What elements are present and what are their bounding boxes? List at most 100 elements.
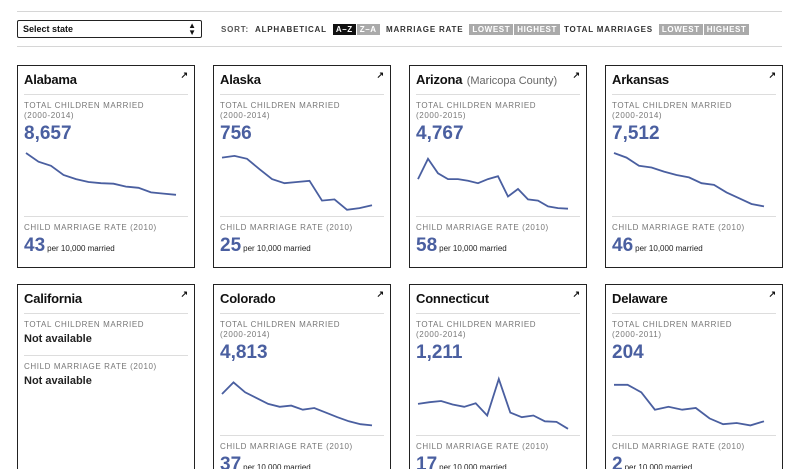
card-divider [416, 216, 580, 217]
sort-label: SORT: [221, 25, 249, 34]
trend-line [614, 383, 765, 427]
rate-unit: per 10,000 married [439, 244, 507, 253]
card-header: Arizona (Maricopa County) [416, 71, 580, 95]
card-divider [24, 216, 188, 217]
marriage-rate: 58 per 10,000 married [416, 235, 507, 257]
expand-arrow-icon[interactable]: ↗ [572, 289, 580, 299]
year-range: (2000-2014) [416, 330, 467, 339]
marriage-rate: 37 per 10,000 married [220, 454, 311, 469]
total-label: TOTAL CHILDREN MARRIED (2000-2014) [220, 320, 340, 340]
rate-unit: per 10,000 married [243, 244, 311, 253]
total-label: TOTAL CHILDREN MARRIED (2000-2014) [24, 101, 144, 121]
controls-divider [17, 46, 782, 47]
expand-arrow-icon[interactable]: ↗ [768, 289, 776, 299]
marriage-rate: 43 per 10,000 married [24, 235, 115, 257]
sort-az-button[interactable]: A–Z [332, 24, 356, 35]
expand-arrow-icon[interactable]: ↗ [376, 289, 384, 299]
rate-lowest-button[interactable]: LOWEST [469, 24, 514, 35]
total-not-available: Not available [24, 333, 92, 345]
rate-label: CHILD MARRIAGE RATE (2010) [612, 223, 745, 232]
trend-line [221, 381, 373, 427]
trend-sparkline [417, 157, 569, 210]
total-label: TOTAL CHILDREN MARRIED (2000-2014) [612, 101, 732, 121]
rate-unit: per 10,000 married [47, 244, 115, 253]
card-header: Alabama [24, 71, 188, 95]
year-range: (2000-2011) [612, 330, 662, 339]
total-label-text: TOTAL CHILDREN MARRIED [24, 101, 145, 110]
rate-unit: per 10,000 married [624, 463, 693, 469]
trend-sparkline [613, 152, 765, 208]
total-label-text: TOTAL CHILDREN MARRIED [612, 101, 733, 110]
marriage-rate: 2 per 10,000 married [612, 454, 692, 469]
expand-arrow-icon[interactable]: ↗ [572, 70, 580, 80]
card-header: Delaware [612, 290, 776, 314]
sort-za-button[interactable]: Z–A [356, 24, 380, 35]
expand-arrow-icon[interactable]: ↗ [768, 70, 776, 80]
total-children-value: 756 [220, 123, 252, 144]
trend-line [417, 376, 569, 430]
state-name: California [24, 291, 82, 306]
rate-label: CHILD MARRIAGE RATE (2010) [416, 223, 549, 232]
year-range: (2000-2015) [416, 111, 467, 120]
card-header: California [24, 290, 188, 314]
trend-sparkline [614, 383, 765, 427]
rate-unit: per 10,000 married [635, 244, 703, 253]
total-children-value: 8,657 [24, 123, 72, 144]
state-card[interactable]: Arkansas ↗ TOTAL CHILDREN MARRIED (2000-201… [605, 65, 783, 268]
state-card[interactable]: Connecticut ↗ TOTAL CHILDREN MARRIED (2000-… [409, 284, 587, 469]
card-header: Alaska [220, 71, 384, 95]
total-lowest-button[interactable]: LOWEST [658, 24, 703, 35]
sort-total-marriages: TOTAL MARRIAGES LOWEST HIGHEST [564, 24, 750, 35]
expand-arrow-icon[interactable]: ↗ [376, 70, 384, 80]
rate-label: CHILD MARRIAGE RATE (2010) [24, 223, 157, 232]
rate-highest-button[interactable]: HIGHEST [514, 24, 560, 35]
state-name: Connecticut [416, 291, 489, 306]
total-highest-button[interactable]: HIGHEST [703, 24, 750, 35]
total-marriages-label: TOTAL MARRIAGES [564, 25, 653, 34]
rate-value: 46 [612, 235, 634, 256]
total-label-text: TOTAL CHILDREN MARRIED [416, 101, 537, 110]
rate-value: 43 [24, 235, 46, 256]
state-card[interactable]: Alabama ↗ TOTAL CHILDREN MARRIED (2000-2014… [17, 65, 195, 268]
card-header: Colorado [220, 290, 384, 314]
rate-label: CHILD MARRIAGE RATE (2010) [24, 362, 157, 371]
state-select[interactable]: Select state ▲ ▼ [17, 20, 202, 38]
total-label: TOTAL CHILDREN MARRIED (2000-2011) [612, 320, 732, 340]
expand-arrow-icon[interactable]: ↗ [180, 289, 188, 299]
total-children-value: 7,512 [612, 123, 660, 144]
alphabetical-label: ALPHABETICAL [255, 25, 327, 34]
sort-alphabetical: SORT: ALPHABETICAL A–Z Z–A [221, 24, 381, 35]
state-card[interactable]: Delaware ↗ TOTAL CHILDREN MARRIED (2000-201… [605, 284, 783, 469]
total-label-text: TOTAL CHILDREN MARRIED [220, 101, 341, 110]
year-range: (2000-2014) [220, 111, 271, 120]
trend-sparkline [417, 376, 569, 430]
total-label-text: TOTAL CHILDREN MARRIED [220, 320, 341, 329]
state-card[interactable]: Alaska ↗ TOTAL CHILDREN MARRIED (2000-2014)… [213, 65, 391, 268]
rate-value: 17 [416, 454, 438, 469]
rate-unit: per 10,000 married [439, 463, 507, 469]
rate-label: CHILD MARRIAGE RATE (2010) [416, 442, 549, 451]
rate-label: CHILD MARRIAGE RATE (2010) [220, 223, 353, 232]
card-divider [612, 216, 776, 217]
state-card[interactable]: Colorado ↗ TOTAL CHILDREN MARRIED (2000-201… [213, 284, 391, 469]
trend-line [221, 154, 373, 211]
total-label: TOTAL CHILDREN MARRIED (2000-2015) [416, 101, 536, 121]
state-card[interactable]: California ↗ TOTAL CHILDREN MARRIED Not ava… [17, 284, 195, 469]
total-children-value: 1,211 [416, 342, 463, 363]
total-children-value: 4,813 [220, 342, 268, 363]
card-header: Connecticut [416, 290, 580, 314]
card-divider [612, 435, 776, 436]
state-subtitle: (Maricopa County) [466, 75, 558, 87]
rate-value: 58 [416, 235, 438, 256]
total-label: TOTAL CHILDREN MARRIED (2000-2014) [220, 101, 340, 121]
rate-value: 25 [220, 235, 242, 256]
state-name: Colorado [220, 291, 276, 306]
rate-label: CHILD MARRIAGE RATE (2010) [612, 442, 745, 451]
marriage-rate: 25 per 10,000 married [220, 235, 311, 257]
card-header: Arkansas [612, 71, 776, 95]
state-select-label: Select state [23, 24, 74, 34]
state-card[interactable]: Arizona (Maricopa County) ↗ TOTAL CHILDREN… [409, 65, 587, 268]
year-range: (2000-2014) [220, 330, 271, 339]
expand-arrow-icon[interactable]: ↗ [180, 70, 188, 80]
rate-unit: per 10,000 married [243, 463, 311, 469]
